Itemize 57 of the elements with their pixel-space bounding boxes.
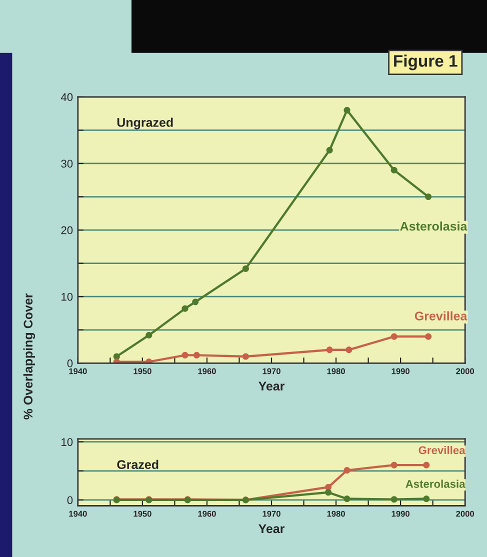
point [423,495,430,502]
annotation: Grazed [117,460,158,470]
point [182,352,188,358]
point [344,467,350,474]
x-tick-label: 2000 [456,510,474,517]
point [324,484,332,490]
x-tick-label: 1940 [69,510,87,517]
point [425,333,432,340]
point [242,353,249,360]
y-tick-label: 30 [61,160,73,168]
x-axis-title: Year [258,524,285,534]
point [192,298,199,306]
x-tick-label: 1970 [262,510,280,517]
point [344,106,350,114]
series-label: Asterolasia [406,480,466,488]
y-tick-label: 10 [62,438,73,446]
point [113,358,120,364]
point [113,353,120,360]
point [242,265,249,272]
point [146,332,152,339]
x-tick-label: 1960 [198,510,216,517]
point [182,305,188,312]
x-tick-label: 1990 [392,368,410,374]
point [146,358,152,364]
x-tick-label: 1980 [327,368,345,374]
point [326,146,333,154]
point [390,496,398,503]
x-tick-label: 1970 [262,368,280,374]
y-tick-label: 20 [61,226,73,234]
y-tick-label: 0 [67,359,73,368]
point [346,346,352,354]
series-label: Grevillea [418,446,466,454]
annotation: Ungrazed [117,118,173,130]
point [390,333,398,340]
point [324,489,332,496]
x-tick-label: 1990 [392,510,410,517]
y-axis-title: % Overlapping Cover [23,293,36,420]
point [344,495,350,502]
x-tick-label: 2000 [456,368,474,374]
point [425,193,432,200]
x-tick-label: 1980 [327,510,345,517]
chart-title: Figure 1 [394,54,458,70]
x-tick-label: 1950 [134,510,152,517]
point [390,462,398,468]
x-axis-title: Year [258,382,285,391]
point [193,352,200,358]
series-label: Grevillea [414,311,468,320]
point [423,462,430,468]
y-tick-label: 10 [62,292,73,301]
point [390,166,398,174]
point [326,346,333,354]
x-tick-label: 1960 [198,368,216,374]
x-tick-label: 1940 [69,368,87,374]
text: Asterolasia [400,221,468,231]
y-tick-label: 0 [67,496,73,504]
x-tick-label: 1950 [134,368,152,374]
y-tick-label: 40 [60,93,73,102]
